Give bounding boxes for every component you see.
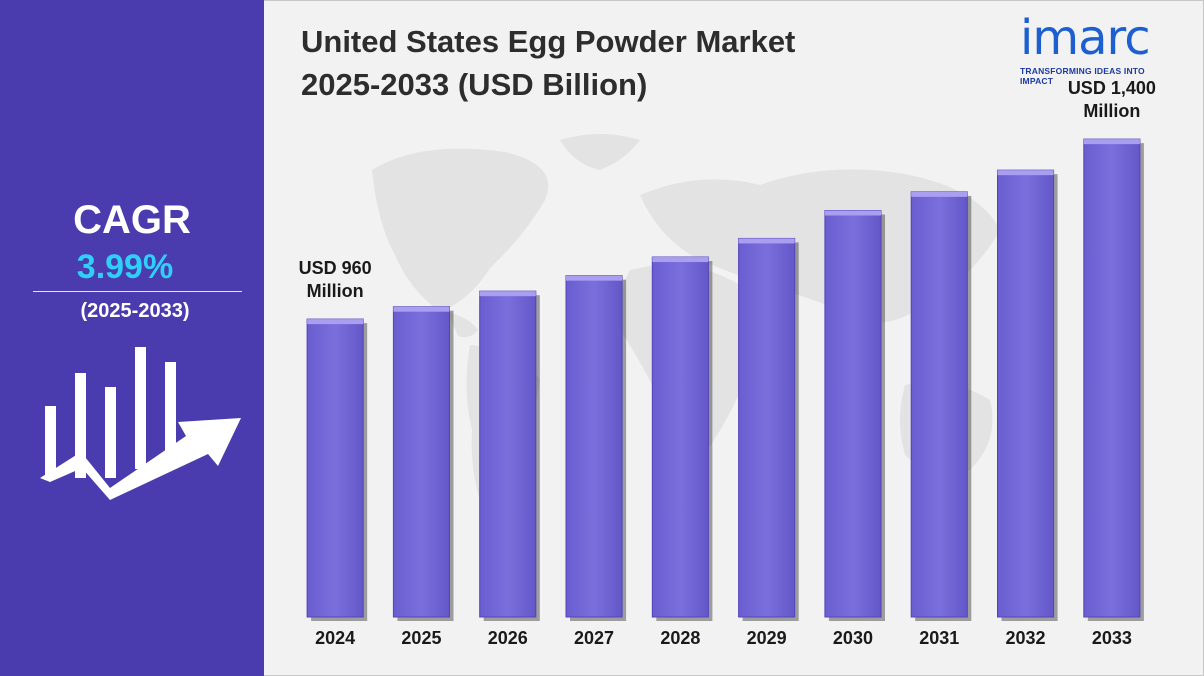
cagr-panel: CAGR 3.99% (2025-2033) <box>0 0 264 676</box>
bar-2031 <box>910 191 968 618</box>
x-tick-label: 2032 <box>1006 628 1046 648</box>
data-label-2024: USD 960 <box>299 258 372 278</box>
data-label-2033: Million <box>1083 101 1140 121</box>
bar-2027 <box>565 275 623 618</box>
x-tick-label: 2029 <box>747 628 787 648</box>
cagr-value: 3.99% <box>76 248 174 286</box>
growth-chart-icon <box>40 347 241 500</box>
bar-top-2025 <box>393 306 450 312</box>
imarc-logo: imarc TRANSFORMING IDEAS INTO IMPACT <box>1020 12 1180 86</box>
logo-tagline: TRANSFORMING IDEAS INTO IMPACT <box>1020 66 1145 86</box>
bar-2028 <box>651 256 709 618</box>
cagr-divider <box>33 291 242 292</box>
bar-2025 <box>392 306 450 618</box>
x-tick-label: 2028 <box>660 628 700 648</box>
cagr-period: (2025-2033) <box>80 300 190 322</box>
bar-top-2029 <box>738 238 795 244</box>
chart-title: United States Egg Powder Market 2025-203… <box>301 20 795 106</box>
bar-2033 <box>1083 138 1141 618</box>
bar-top-2033 <box>1083 139 1140 145</box>
data-label-2033: USD 1,400 <box>1068 78 1156 98</box>
data-label-2024: Million <box>307 281 364 301</box>
bar-top-2027 <box>566 275 623 281</box>
bar-2026 <box>479 290 537 618</box>
bar-top-2028 <box>652 257 709 263</box>
bar-2032 <box>997 169 1055 618</box>
x-tick-label: 2031 <box>919 628 959 648</box>
x-tick-label: 2033 <box>1092 628 1132 648</box>
x-tick-label: 2024 <box>315 628 355 648</box>
bar-top-2026 <box>479 291 536 297</box>
chart-title-line1: United States Egg Powder Market <box>301 24 796 59</box>
bar-2030 <box>824 210 882 618</box>
logo-word: imarc <box>1020 10 1151 66</box>
x-tick-label: 2030 <box>833 628 873 648</box>
chart-title-line2: 2025-2033 (USD Billion) <box>301 67 648 102</box>
bar-top-2024 <box>307 319 364 325</box>
bar-top-2030 <box>824 210 881 216</box>
x-tick-label: 2026 <box>488 628 528 648</box>
x-tick-label: 2025 <box>401 628 441 648</box>
cagr-label: CAGR <box>73 198 191 242</box>
bar-2029 <box>738 237 796 618</box>
bar-top-2032 <box>997 170 1054 176</box>
x-tick-label: 2027 <box>574 628 614 648</box>
bar-top-2031 <box>911 191 968 197</box>
bar-2024 <box>306 318 364 618</box>
